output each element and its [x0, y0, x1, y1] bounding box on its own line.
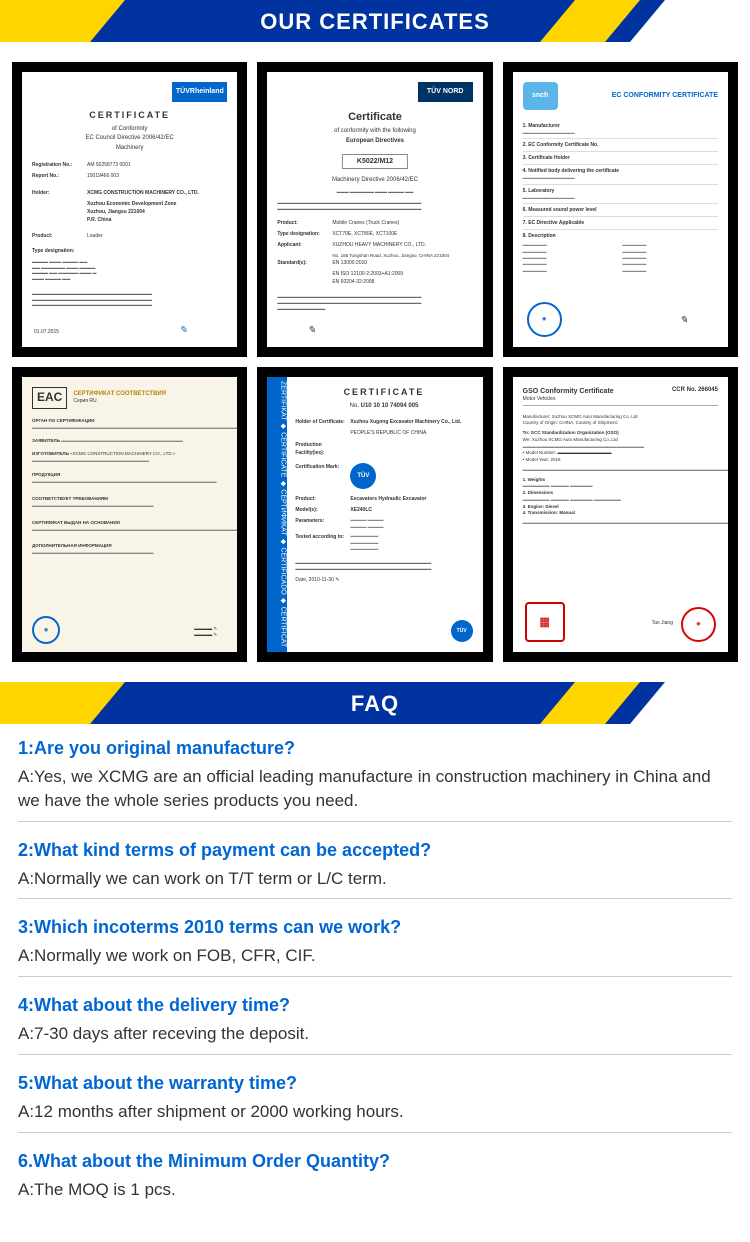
- eac-logo: EAC: [32, 387, 67, 409]
- tuv-mark-icon: TÜV: [350, 463, 376, 489]
- cert-title: CERTIFICATE: [32, 110, 227, 122]
- faq-item: 1:Are you original manufacture? A:Yes, w…: [18, 738, 732, 822]
- red-seal-icon: ◉: [681, 607, 716, 642]
- faq-question: 5:What about the warranty time?: [18, 1073, 732, 1094]
- seal-icon: ◉: [527, 302, 562, 337]
- seal-icon: ◉: [32, 616, 60, 644]
- certificate-tuv-nord: TÜV NORD Certificate of conformity with …: [257, 62, 492, 357]
- faq-answer: A:Normally we can work on T/T term or L/…: [18, 867, 732, 891]
- cert-sidebar-text: ZERTIFIKAT ◆ CERTIFICATE ◆ СЕРТИФИКАТ ◆ …: [267, 377, 287, 652]
- certificate-tuv-rheinland: TÜVRheinland CERTIFICATE of Conformity E…: [12, 62, 247, 357]
- tuv-nord-logo: TÜV NORD: [418, 82, 473, 102]
- certificate-snch-ec: snch EC CONFORMITY CERTIFICATE 1. Manufa…: [503, 62, 738, 357]
- tuv-rheinland-logo: TÜVRheinland: [172, 82, 227, 102]
- tuv-logo-icon: TÜV: [451, 620, 473, 642]
- faq-banner-title: FAQ: [351, 691, 399, 717]
- certificate-eac-russian: EAC СЕРТИФИКАТ СООТВЕТСТВИЯ Серия RU ОРГ…: [12, 367, 247, 662]
- certificate-grid: TÜVRheinland CERTIFICATE of Conformity E…: [0, 42, 750, 682]
- faq-item: 6.What about the Minimum Order Quantity?…: [18, 1151, 732, 1210]
- stamp-icon: ▓▓▓▓▓▓: [525, 602, 565, 642]
- certificates-banner-title: OUR CERTIFICATES: [260, 9, 489, 35]
- faq-answer: A:12 months after shipment or 2000 worki…: [18, 1100, 732, 1124]
- certificate-tuv-sud: ZERTIFIKAT ◆ CERTIFICATE ◆ СЕРТИФИКАТ ◆ …: [257, 367, 492, 662]
- faq-question: 2:What kind terms of payment can be acce…: [18, 840, 732, 861]
- faq-answer: A:The MOQ is 1 pcs.: [18, 1178, 732, 1202]
- faq-answer: A:Yes, we XCMG are an official leading m…: [18, 765, 732, 813]
- cert-title: Certificate: [277, 110, 472, 124]
- cert-title: СЕРТИФИКАТ СООТВЕТСТВИЯ: [73, 391, 166, 399]
- faq-question: 6.What about the Minimum Order Quantity?: [18, 1151, 732, 1172]
- certificate-gso: GSO Conformity Certificate CCR No. 26604…: [503, 367, 738, 662]
- cert-title: EC CONFORMITY CERTIFICATE: [612, 91, 718, 100]
- faq-item: 4:What about the delivery time? A:7-30 d…: [18, 995, 732, 1055]
- faq-banner: FAQ: [0, 682, 750, 724]
- faq-question: 1:Are you original manufacture?: [18, 738, 732, 759]
- faq-item: 3:Which incoterms 2010 terms can we work…: [18, 917, 732, 977]
- faq-question: 3:Which incoterms 2010 terms can we work…: [18, 917, 732, 938]
- snch-logo: snch: [523, 82, 558, 110]
- faq-question: 4:What about the delivery time?: [18, 995, 732, 1016]
- faq-list: 1:Are you original manufacture? A:Yes, w…: [0, 724, 750, 1242]
- faq-answer: A:7-30 days after receving the deposit.: [18, 1022, 732, 1046]
- cert-title: GSO Conformity Certificate: [523, 387, 614, 396]
- faq-item: 2:What kind terms of payment can be acce…: [18, 840, 732, 900]
- faq-answer: A:Normally we work on FOB, CFR, CIF.: [18, 944, 732, 968]
- cert-title: CERTIFICATE: [295, 387, 472, 399]
- certificates-banner: OUR CERTIFICATES: [0, 0, 750, 42]
- faq-item: 5:What about the warranty time? A:12 mon…: [18, 1073, 732, 1133]
